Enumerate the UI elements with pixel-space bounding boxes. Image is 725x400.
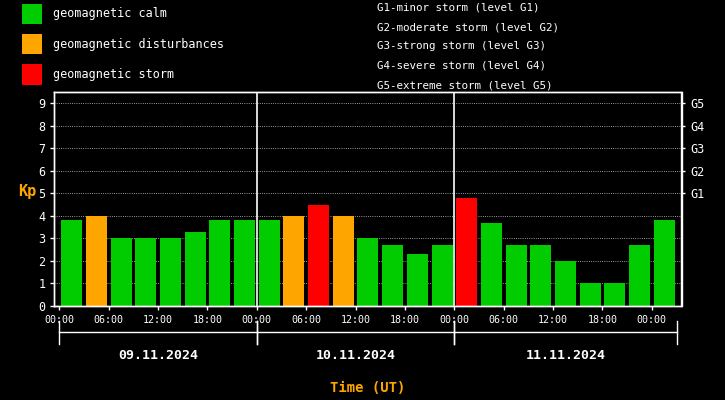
Bar <box>110 238 131 306</box>
Bar <box>160 238 181 306</box>
Bar <box>136 238 156 306</box>
Bar <box>456 198 477 306</box>
Text: Time (UT): Time (UT) <box>331 381 405 395</box>
Bar <box>22 4 42 24</box>
Text: geomagnetic calm: geomagnetic calm <box>53 7 167 20</box>
Bar <box>283 216 304 306</box>
Text: G4-severe storm (level G4): G4-severe storm (level G4) <box>377 61 546 71</box>
Y-axis label: Kp: Kp <box>18 184 36 199</box>
Bar <box>357 238 378 306</box>
Text: G5-extreme storm (level G5): G5-extreme storm (level G5) <box>377 80 552 90</box>
Text: geomagnetic storm: geomagnetic storm <box>53 68 174 81</box>
Bar <box>259 220 280 306</box>
Bar <box>61 220 82 306</box>
Text: 10.11.2024: 10.11.2024 <box>315 349 396 362</box>
Bar <box>185 232 206 306</box>
Bar <box>580 284 600 306</box>
Bar <box>431 245 452 306</box>
Bar <box>22 34 42 54</box>
Bar <box>505 245 526 306</box>
Bar <box>530 245 551 306</box>
Text: G2-moderate storm (level G2): G2-moderate storm (level G2) <box>377 22 559 32</box>
Bar <box>654 220 675 306</box>
Text: 11.11.2024: 11.11.2024 <box>526 349 605 362</box>
Text: G1-minor storm (level G1): G1-minor storm (level G1) <box>377 3 539 13</box>
Bar <box>22 64 42 85</box>
Bar <box>210 220 231 306</box>
Bar <box>333 216 354 306</box>
Bar <box>481 223 502 306</box>
Text: 09.11.2024: 09.11.2024 <box>118 349 198 362</box>
Bar <box>605 284 626 306</box>
Bar <box>629 245 650 306</box>
Bar <box>86 216 107 306</box>
Text: geomagnetic disturbances: geomagnetic disturbances <box>53 38 224 51</box>
Bar <box>382 245 403 306</box>
Bar <box>234 220 255 306</box>
Text: G3-strong storm (level G3): G3-strong storm (level G3) <box>377 41 546 51</box>
Bar <box>308 205 329 306</box>
Bar <box>407 254 428 306</box>
Bar <box>555 261 576 306</box>
